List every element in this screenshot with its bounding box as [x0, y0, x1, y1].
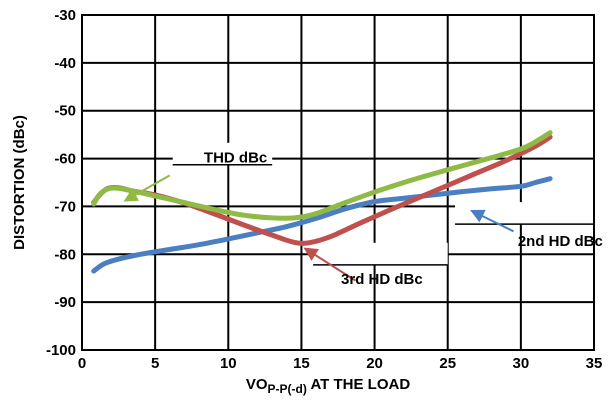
- y-tick-label: -60: [54, 151, 76, 168]
- series-line-thd-dbc: [91, 130, 553, 221]
- y-tick-label: -40: [54, 55, 76, 72]
- x-tick-label: 20: [366, 355, 383, 372]
- y-tick-label: -50: [54, 103, 76, 120]
- x-axis-title: VOP-P(-d) AT THE LOAD: [246, 376, 411, 396]
- x-tick-label: 25: [439, 355, 456, 372]
- annotation-arrow: [470, 209, 514, 233]
- plot-frame: [81, 14, 595, 351]
- x-axis-title-main: VO: [246, 376, 268, 393]
- annotation-box: [172, 142, 273, 165]
- y-tick-label: -100: [46, 342, 76, 359]
- annotation-label: 2nd HD dBc: [518, 233, 603, 250]
- y-axis-title: DISTORTION (dBc): [11, 115, 28, 250]
- x-tick-label: 35: [586, 355, 603, 372]
- annotation-labels: THD dBc 2nd HD dBc 3rd HD dBc: [123, 150, 603, 288]
- annotation-box: [313, 242, 448, 265]
- y-tick-label: -90: [54, 294, 76, 311]
- series-line-2nd-hd-dbc: [91, 176, 553, 274]
- annotation-label: THD dBc: [204, 150, 267, 167]
- annotation-arrow: [303, 247, 357, 282]
- annotation-label: 3rd HD dBc: [341, 271, 423, 288]
- annotation-leaders: [172, 142, 594, 266]
- y-tick-label: -30: [54, 7, 76, 24]
- x-axis-title-subscript: P-P(-d): [268, 382, 307, 396]
- annotation-arrow: [123, 174, 171, 202]
- x-axis-title-rest: AT THE LOAD: [307, 376, 410, 393]
- x-tick-label: 0: [78, 355, 86, 372]
- series-layer: [91, 130, 553, 274]
- x-tick-label: 30: [513, 355, 530, 372]
- y-tick-label: -80: [54, 246, 76, 263]
- x-tick-label: 10: [220, 355, 237, 372]
- x-tick-label: 15: [293, 355, 310, 372]
- tick-labels: 0 5 10 15 20 25 30 35 -30 -40 -50 -60 -70 -80 -90 -100: [46, 7, 602, 372]
- x-tick-label: 5: [151, 355, 159, 372]
- y-tick-label: -70: [54, 198, 76, 215]
